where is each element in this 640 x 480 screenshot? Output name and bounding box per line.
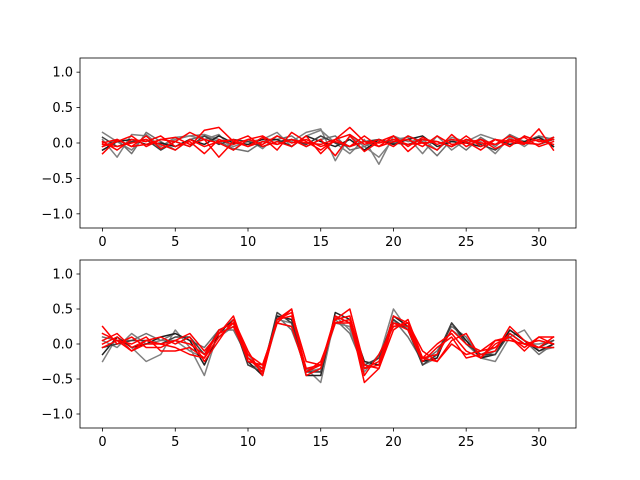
y-tick-label: −0.5: [41, 373, 73, 388]
y-tick-label: −1.0: [41, 207, 73, 222]
series-group: [101, 126, 555, 165]
y-tick-label: −1.0: [41, 408, 73, 423]
series-line-8: [101, 128, 555, 152]
series-line-9: [101, 136, 555, 151]
series-line-7: [101, 135, 555, 157]
x-tick-label: 0: [98, 235, 106, 250]
x-tick-label: 0: [98, 435, 106, 450]
y-tick-label: 1.0: [52, 268, 73, 283]
y-tick-label: 1.0: [52, 66, 73, 81]
x-tick-label: 25: [458, 435, 475, 450]
series-group: [101, 308, 555, 384]
x-tick-label: 30: [531, 435, 548, 450]
bottom-subplot: 0 5 10 15 20 25 30 1.0 0.5 0.0 −0.5 −1.0: [41, 259, 577, 450]
x-tick-label: 10: [240, 435, 257, 450]
series-line-9: [101, 315, 555, 373]
x-tick-label: 15: [312, 435, 329, 450]
y-tick-label: 0.5: [52, 101, 73, 116]
x-tick-label: 20: [385, 435, 402, 450]
top-subplot: 0 5 10 15 20 25 30 1.0 0.5 0.0 −0.5 −1.0: [41, 57, 577, 250]
y-tick-label: 0.0: [52, 137, 73, 152]
x-tick-label: 25: [458, 235, 475, 250]
x-tick-label: 5: [171, 435, 179, 450]
y-tick-label: −0.5: [41, 172, 73, 187]
x-tick-label: 5: [171, 235, 179, 250]
x-tick-label: 15: [312, 235, 329, 250]
y-tick-label: 0.0: [52, 338, 73, 353]
x-tick-label: 30: [531, 235, 548, 250]
x-tick-label: 10: [240, 235, 257, 250]
x-tick-label: 20: [385, 235, 402, 250]
y-tick-label: 0.5: [52, 303, 73, 318]
